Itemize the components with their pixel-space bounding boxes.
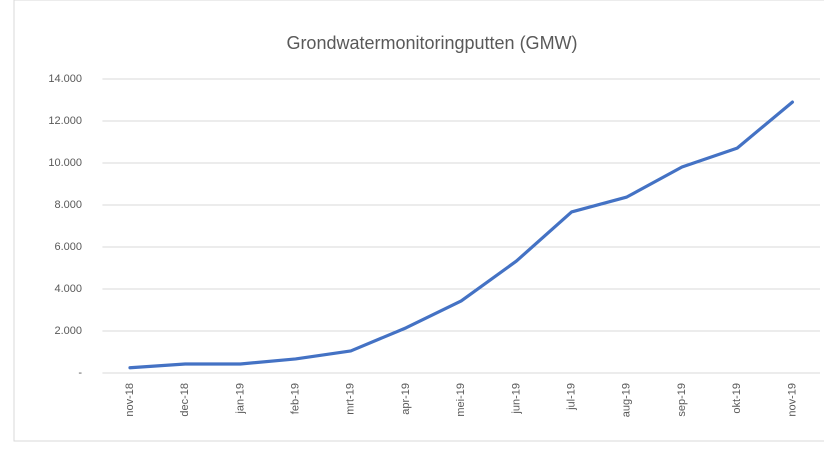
y-tick-label: 4.000 [54,283,82,295]
x-tick-label: jul-19 [566,383,578,411]
y-tick-label: 2.000 [54,325,82,337]
x-tick-label: sep-19 [676,383,688,417]
y-tick-label: 12.000 [48,115,82,127]
x-tick-label: aug-19 [621,383,633,417]
x-tick-label: mrt-19 [345,383,357,415]
chart-title: Grondwatermonitoringputten (GMW) [286,33,577,53]
y-tick-label: 8.000 [54,199,82,211]
line-series [128,100,794,370]
x-tick-label: nov-18 [124,383,136,417]
y-tick-label: 6.000 [54,241,82,253]
x-tick-label: dec-18 [179,383,191,417]
x-tick-label: mei-19 [455,383,467,417]
y-tick-label: 14.000 [48,73,82,85]
x-tick-label: okt-19 [731,383,743,414]
x-tick-label: nov-19 [786,383,798,417]
x-tick-label: jan-19 [234,383,246,415]
y-tick-label: 10.000 [48,157,82,169]
x-tick-label: feb-19 [290,383,302,414]
x-tick-label: jun-19 [510,383,522,415]
x-tick-label: apr-19 [400,383,412,415]
y-tick-label: - [78,367,82,379]
chart-border [13,0,824,442]
